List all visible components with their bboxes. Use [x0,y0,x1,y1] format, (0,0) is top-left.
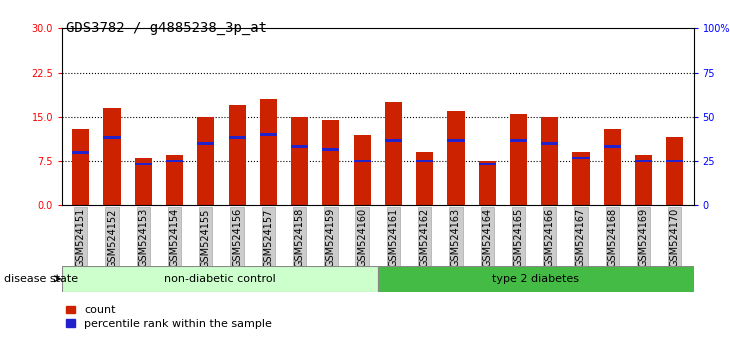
Text: GSM524160: GSM524160 [357,208,367,267]
Text: GSM524152: GSM524152 [107,208,117,268]
Bar [572,157,590,159]
Bar [260,133,277,136]
Text: GSM524157: GSM524157 [264,208,273,268]
Bar [135,163,152,165]
Bar [510,139,527,142]
Bar [228,105,246,205]
Text: GSM524168: GSM524168 [607,208,618,267]
Bar [228,136,246,139]
Bar [447,111,464,205]
Text: GSM524169: GSM524169 [639,208,648,267]
Text: GSM524154: GSM524154 [169,208,180,268]
Text: GSM524151: GSM524151 [76,208,86,268]
Text: GSM524170: GSM524170 [669,208,680,268]
Bar [635,160,652,162]
Bar [260,99,277,205]
Bar [479,163,496,165]
Bar [62,266,378,292]
Bar [72,129,89,205]
Text: disease state: disease state [4,274,78,284]
Bar [416,160,434,162]
Bar [135,158,152,205]
Text: GSM524153: GSM524153 [138,208,148,268]
Bar [479,161,496,205]
Bar [635,155,652,205]
Text: GSM524162: GSM524162 [420,208,430,268]
Bar [447,139,464,142]
Bar [385,139,402,142]
Bar [541,117,558,205]
Bar [385,102,402,205]
Text: GSM524167: GSM524167 [576,208,586,268]
Bar [166,155,183,205]
Text: GSM524161: GSM524161 [388,208,399,267]
Bar [510,114,527,205]
Bar [604,145,620,148]
Text: GDS3782 / g4885238_3p_at: GDS3782 / g4885238_3p_at [66,21,266,35]
Bar [104,136,120,139]
Bar [197,142,215,145]
Text: GSM524164: GSM524164 [483,208,492,267]
Text: GSM524166: GSM524166 [545,208,555,267]
Bar [572,152,590,205]
Bar [166,160,183,162]
Bar [666,160,683,162]
Bar [353,135,371,205]
Text: GSM524158: GSM524158 [295,208,304,268]
Bar [104,108,120,205]
Bar [197,117,215,205]
Text: GSM524155: GSM524155 [201,208,211,268]
Bar [541,142,558,145]
Bar [291,117,308,205]
Bar [322,120,339,205]
Text: GSM524163: GSM524163 [451,208,461,267]
Bar [378,266,694,292]
Bar [322,148,339,150]
Bar [353,160,371,162]
Text: type 2 diabetes: type 2 diabetes [492,274,579,284]
Text: non-diabetic control: non-diabetic control [164,274,276,284]
Bar [604,129,620,205]
Bar [416,152,434,205]
Bar [291,145,308,148]
Bar [72,151,89,154]
Text: GSM524159: GSM524159 [326,208,336,268]
Bar [666,137,683,205]
Text: GSM524156: GSM524156 [232,208,242,268]
Legend: count, percentile rank within the sample: count, percentile rank within the sample [62,301,277,333]
Text: GSM524165: GSM524165 [513,208,523,268]
